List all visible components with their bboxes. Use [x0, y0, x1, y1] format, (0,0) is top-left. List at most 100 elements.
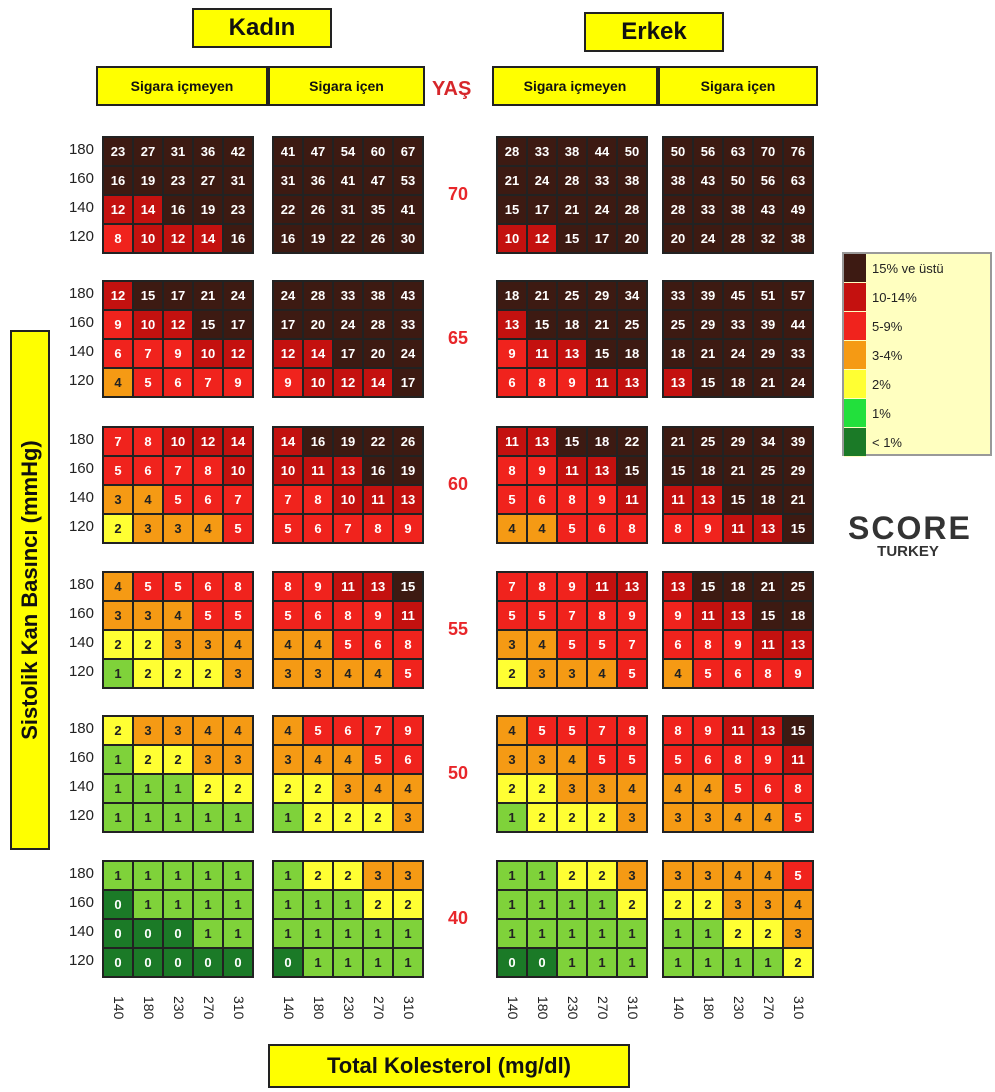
risk-cell: 11 — [724, 717, 752, 744]
risk-cell: 8 — [304, 486, 332, 513]
risk-cell: 3 — [664, 804, 692, 831]
risk-cell: 6 — [724, 660, 752, 687]
risk-grid-female_nonsmoker: 23 27 31 36 42 16 19 23 27 31 12 14 16 19 23 8 10 12 14 16 — [102, 136, 254, 254]
risk-cell: 20 — [364, 340, 392, 367]
risk-cell: 33 — [588, 167, 616, 194]
risk-cell: 1 — [194, 891, 222, 918]
risk-cell: 22 — [364, 428, 392, 455]
legend-item: 10-14% — [844, 283, 990, 312]
risk-cell: 15 — [784, 717, 812, 744]
cholesterol-tick-label: 140 — [281, 996, 297, 1020]
legend-label: < 1% — [872, 435, 902, 450]
cholesterol-tick-label: 180 — [701, 996, 717, 1020]
risk-cell: 13 — [754, 717, 782, 744]
risk-cell: 1 — [274, 804, 302, 831]
risk-cell: 1 — [134, 891, 162, 918]
risk-cell: 4 — [164, 602, 192, 629]
risk-cell: 5 — [394, 660, 422, 687]
risk-cell: 3 — [588, 775, 616, 802]
risk-cell: 3 — [164, 631, 192, 658]
sbp-tick-label: 180 — [68, 865, 94, 882]
sbp-tick-label: 180 — [68, 720, 94, 737]
risk-cell: 2 — [694, 891, 722, 918]
risk-cell: 11 — [394, 602, 422, 629]
female-header: Kadın — [192, 8, 332, 48]
risk-cell: 5 — [334, 631, 362, 658]
sbp-tick-label: 160 — [68, 749, 94, 766]
risk-cell: 1 — [104, 804, 132, 831]
risk-cell: 8 — [588, 602, 616, 629]
risk-cell: 14 — [364, 369, 392, 396]
legend-item: 3-4% — [844, 341, 990, 370]
risk-cell: 11 — [784, 746, 812, 773]
risk-cell: 3 — [754, 891, 782, 918]
risk-cell: 13 — [618, 573, 646, 600]
risk-cell: 3 — [274, 660, 302, 687]
legend-label: 2% — [872, 377, 891, 392]
risk-cell: 17 — [528, 196, 556, 223]
risk-cell: 6 — [194, 486, 222, 513]
risk-cell: 3 — [134, 515, 162, 542]
risk-cell: 16 — [104, 167, 132, 194]
risk-cell: 3 — [694, 804, 722, 831]
risk-grid-male_nonsmoker: 28 33 38 44 50 21 24 28 33 38 15 17 21 24 28 10 12 15 17 20 — [496, 136, 648, 254]
risk-cell: 3 — [394, 804, 422, 831]
risk-cell: 2 — [558, 804, 586, 831]
risk-cell: 4 — [558, 746, 586, 773]
risk-cell: 7 — [104, 428, 132, 455]
risk-cell: 41 — [394, 196, 422, 223]
age-label: 70 — [447, 184, 469, 204]
risk-cell: 4 — [498, 515, 526, 542]
risk-cell: 4 — [528, 515, 556, 542]
risk-cell: 5 — [498, 486, 526, 513]
sbp-tick-label: 140 — [68, 489, 94, 506]
risk-cell: 3 — [498, 631, 526, 658]
risk-cell: 8 — [394, 631, 422, 658]
risk-cell: 39 — [784, 428, 812, 455]
risk-cell: 1 — [588, 891, 616, 918]
risk-cell: 5 — [498, 602, 526, 629]
risk-cell: 18 — [724, 369, 752, 396]
risk-cell: 26 — [394, 428, 422, 455]
risk-cell: 5 — [724, 775, 752, 802]
risk-cell: 76 — [784, 138, 812, 165]
risk-cell: 12 — [104, 196, 132, 223]
risk-cell: 8 — [784, 775, 812, 802]
risk-cell: 13 — [754, 515, 782, 542]
risk-cell: 2 — [304, 804, 332, 831]
risk-cell: 2 — [588, 862, 616, 889]
sbp-tick-label: 120 — [68, 228, 94, 245]
risk-cell: 2 — [134, 631, 162, 658]
risk-cell: 2 — [754, 920, 782, 947]
risk-cell: 13 — [664, 573, 692, 600]
risk-cell: 8 — [754, 660, 782, 687]
risk-cell: 5 — [664, 746, 692, 773]
risk-cell: 1 — [558, 949, 586, 976]
risk-cell: 21 — [498, 167, 526, 194]
risk-cell: 32 — [754, 225, 782, 252]
risk-cell: 50 — [664, 138, 692, 165]
risk-cell: 5 — [364, 746, 392, 773]
male-header: Erkek — [584, 12, 724, 52]
risk-cell: 0 — [224, 949, 252, 976]
risk-cell: 16 — [164, 196, 192, 223]
risk-cell: 5 — [588, 631, 616, 658]
risk-cell: 4 — [754, 804, 782, 831]
sbp-tick-label: 120 — [68, 663, 94, 680]
cholesterol-tick-label: 310 — [791, 996, 807, 1020]
risk-cell: 10 — [274, 457, 302, 484]
risk-cell: 1 — [274, 862, 302, 889]
risk-cell: 33 — [528, 138, 556, 165]
risk-cell: 13 — [394, 486, 422, 513]
risk-cell: 1 — [498, 862, 526, 889]
risk-cell: 20 — [618, 225, 646, 252]
risk-cell: 9 — [588, 486, 616, 513]
risk-cell: 7 — [274, 486, 302, 513]
risk-cell: 13 — [528, 428, 556, 455]
sbp-tick-label: 120 — [68, 518, 94, 535]
risk-cell: 18 — [558, 311, 586, 338]
risk-cell: 10 — [164, 428, 192, 455]
risk-cell: 2 — [334, 804, 362, 831]
